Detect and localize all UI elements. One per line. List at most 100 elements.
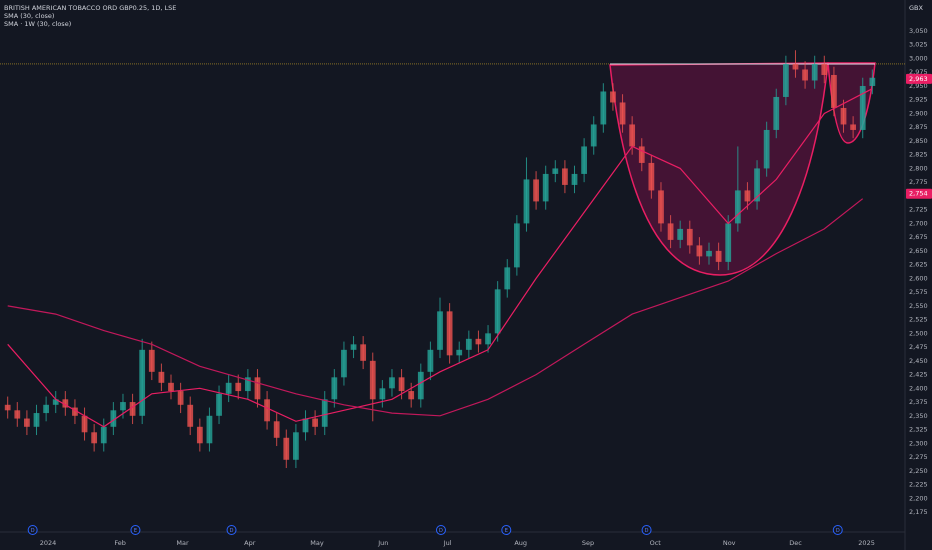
candle-body [821,63,828,75]
candle-body [437,311,443,350]
event-marker [641,525,652,535]
y-tick-label: 2,675 [909,233,928,241]
candle-body [331,377,338,400]
candle-body [859,85,866,130]
y-tick-label: 2,800 [909,164,928,172]
candle-body [648,162,655,191]
candle-body [129,402,136,416]
event-marker [226,525,237,535]
candle-body [542,173,549,202]
candle-body [379,388,386,400]
candle-body [62,399,69,408]
candle-body [187,404,194,427]
candle-body [427,349,434,372]
y-tick-label: 2,900 [909,109,928,117]
y-tick-label: 2,775 [909,178,928,186]
y-tick-label: 2,175 [909,508,928,516]
candle-body [33,413,40,427]
y-tick-label: 2,325 [909,426,928,434]
event-marker [501,525,512,535]
candle-body [206,415,213,444]
y-tick-label: 2,825 [909,151,928,159]
event-marker [27,525,38,535]
y-tick-label: 2,500 [909,329,928,337]
candle-body [610,91,616,103]
candle-body [571,173,578,185]
candle-body [485,333,491,345]
event-marker [832,525,843,535]
x-tick-label: Dec [789,539,802,547]
y-tick-label: 2,875 [909,123,928,131]
candle-body [120,402,126,411]
indicator-legend: SMA · 1W (30, close) [4,20,71,28]
candle-body [225,382,232,394]
sma-line [7,198,864,417]
candle-body [24,418,30,427]
x-tick-label: 2024 [40,539,57,547]
candle-body [475,338,482,345]
candle-body [504,267,511,290]
indicator-legend: SMA (30, close) [4,12,54,20]
candle-body [792,63,799,70]
event-label: D [31,528,35,534]
y-tick-label: 2,475 [909,343,928,351]
candle-body [715,250,722,262]
candle-body [177,391,184,405]
y-tick-label: 2,350 [909,412,928,420]
y-tick-label: 3,050 [909,27,928,35]
y-tick-label: 2,700 [909,219,928,227]
x-tick-label: 2025 [858,539,875,547]
x-tick-label: Apr [244,539,256,547]
event-label: D [645,528,649,534]
x-tick-label: Aug [514,539,527,547]
candle-body [14,410,21,419]
y-tick-label: 2,925 [909,96,928,104]
candle-body [869,77,876,86]
event-marker [130,525,141,535]
candle-body [244,377,251,392]
candle-body [216,393,222,416]
y-tick-label: 2,850 [909,137,928,145]
x-tick-label: Jul [443,539,452,547]
price-tag-label: 2,963 [909,75,928,83]
candle-body [52,399,59,405]
candle-body [100,426,107,444]
candle-body [696,245,703,257]
candle-body [360,344,367,361]
candle-body [619,102,626,125]
candle-body [658,190,664,224]
sma-line [7,88,873,428]
candle-body [744,190,751,202]
event-label: E [134,528,137,534]
candle-body [254,377,261,400]
y-tick-label: 2,425 [909,371,928,379]
candle-body [91,432,98,444]
y-tick-label: 2,950 [909,82,928,90]
price-tag [906,188,932,199]
candle-body [273,421,280,438]
price-tag-label: 2,754 [909,190,928,198]
event-marker [435,525,446,535]
y-tick-label: 3,025 [909,41,928,49]
candle-body [600,91,607,125]
symbol-title: BRITISH AMERICAN TOBACCO ORD GBP0.25, 1D… [4,4,176,12]
candle-body [283,437,290,460]
candle-body [677,228,684,240]
x-tick-label: May [310,539,324,547]
candle-body [389,377,395,389]
event-label: D [230,528,234,534]
candle-body [706,250,712,257]
candle-body [686,228,693,246]
candle-body [465,338,472,350]
candle-body [782,63,789,97]
candle-body [321,399,328,427]
candle-body [552,168,559,174]
y-tick-label: 2,550 [909,302,928,310]
candle-body [81,415,88,433]
candle-body [667,223,674,240]
y-tick-label: 2,525 [909,316,928,324]
candle-body [72,407,78,416]
candle-body [773,96,780,130]
y-tick-label: 2,650 [909,247,928,255]
x-tick-label: Mar [176,539,189,547]
